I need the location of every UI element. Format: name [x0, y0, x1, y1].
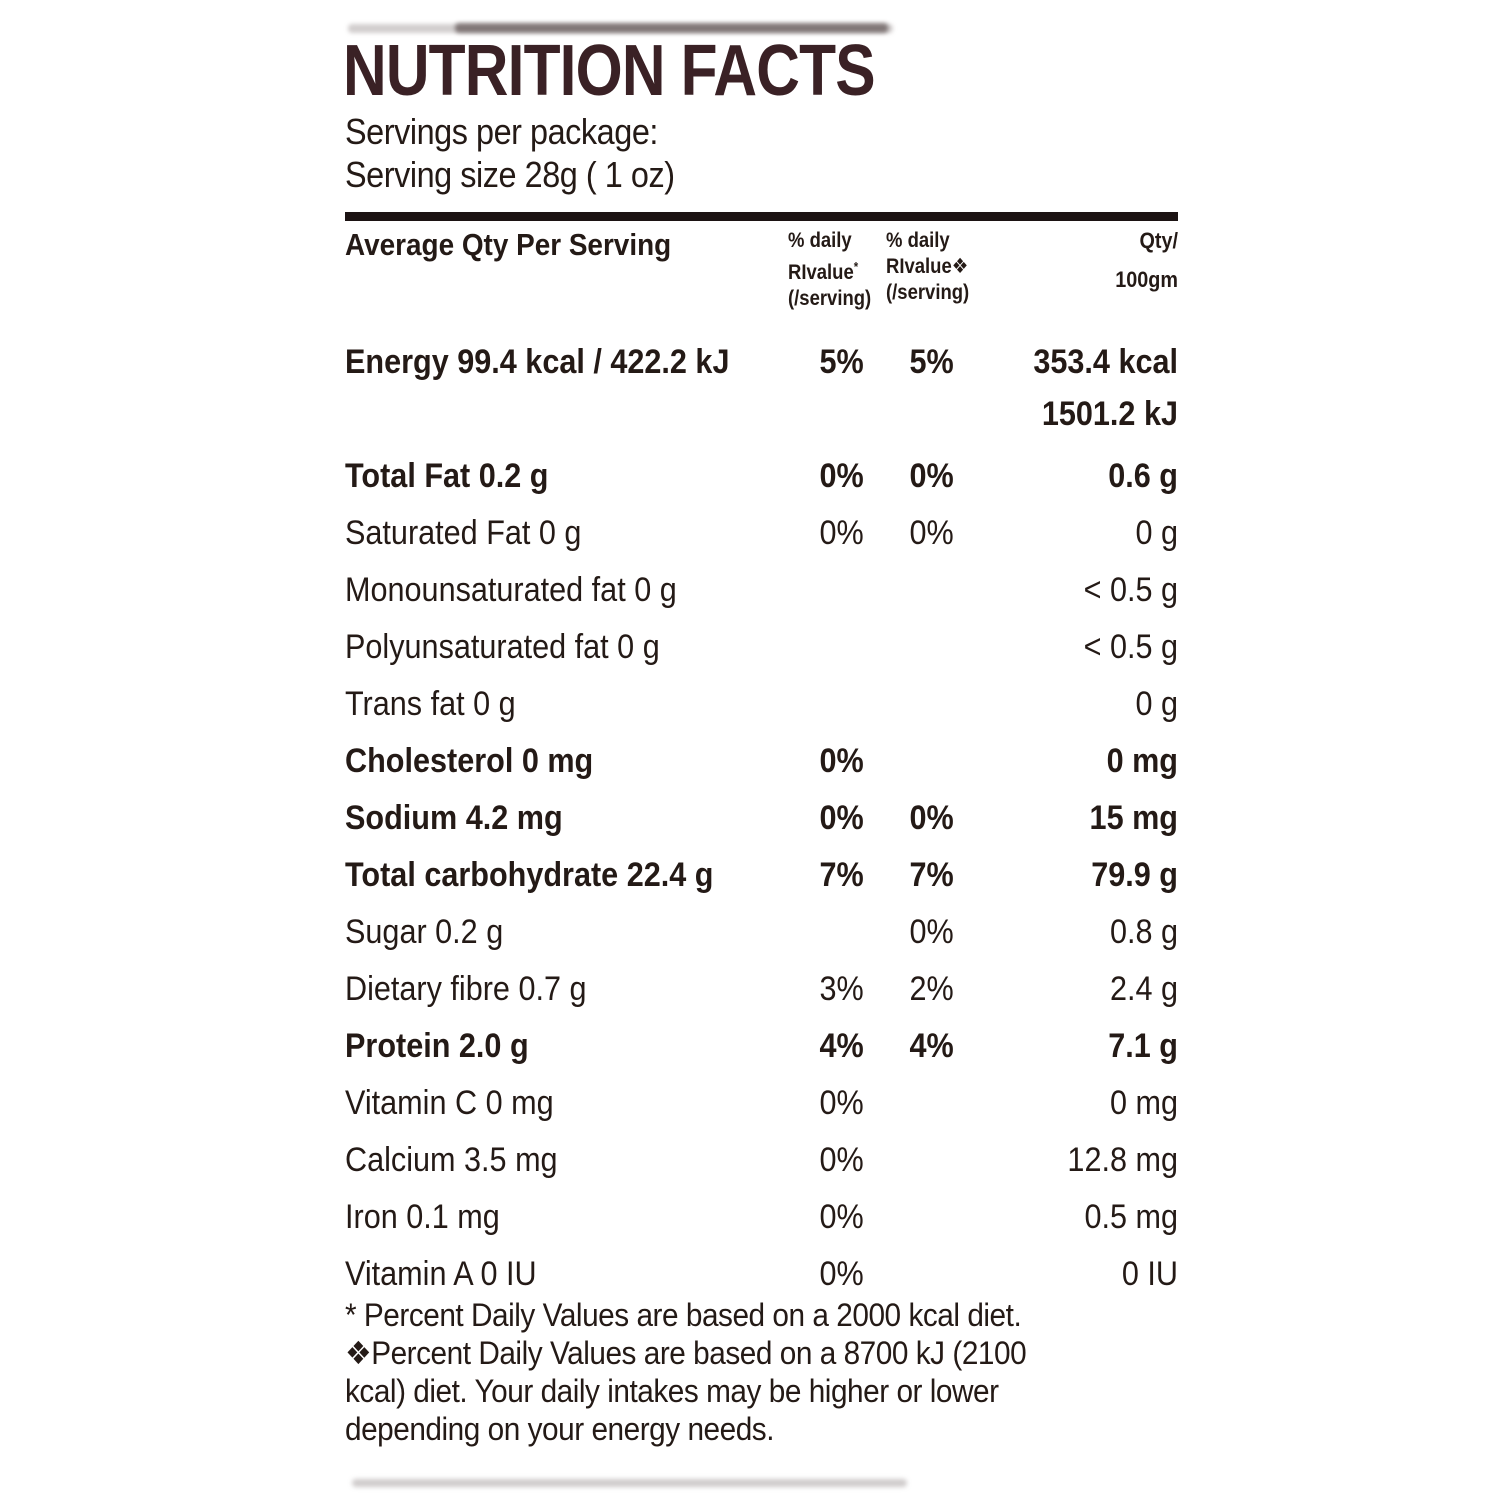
qty-per-100g: 353.4 kcal: [1033, 343, 1178, 381]
qty-per-100g: 79.9 g: [1091, 856, 1178, 894]
dv-percent-1: 0%: [819, 799, 865, 837]
qty-per-100g: 0.6 g: [1108, 457, 1178, 495]
footnote-line: * Percent Daily Values are based on a 20…: [345, 1297, 1022, 1333]
footnote-line: ❖Percent Daily Values are based on a 870…: [345, 1335, 1027, 1371]
nutrient-row: Total Fat 0.2 g 0% 0% 0.6 g: [345, 456, 1178, 496]
qty-per-100g: 0 g: [1135, 685, 1178, 723]
nutrient-row: Dietary fibre 0.7 g 3% 2% 2.4 g: [345, 969, 1178, 1009]
qty-per-100g: 0.8 g: [1109, 913, 1178, 951]
qty-per-100g: 15 mg: [1089, 799, 1178, 837]
nutrient-row: Vitamin C 0 mg 0% 0 mg: [345, 1083, 1178, 1123]
footnote-line: kcal) diet. Your daily intakes may be hi…: [345, 1373, 999, 1409]
nutrition-table: Average Qty Per Serving % daily RIvalue*…: [345, 212, 1178, 1311]
nutrient-row: Vitamin A 0 IU 0% 0 IU: [345, 1254, 1178, 1294]
nutrient-name: Saturated Fat 0 g: [345, 514, 582, 552]
dv-percent-2: 0%: [909, 457, 955, 495]
nutrient-name: Sodium 4.2 mg: [345, 799, 563, 837]
table-header: Average Qty Per Serving % daily RIvalue*…: [345, 228, 1178, 312]
nutrient-name: Iron 0.1 mg: [345, 1198, 500, 1236]
nutrient-row: Total carbohydrate 22.4 g 7% 7% 79.9 g: [345, 855, 1178, 895]
bottom-crop-artifact: [352, 1479, 907, 1487]
qty-per-100g: 0 IU: [1121, 1255, 1178, 1293]
column-header-dv2: % daily RIvalue❖ (/serving): [886, 229, 970, 304]
top-crop-artifact-dark: [455, 23, 888, 33]
dv-percent-1: 7%: [819, 856, 865, 894]
nutrient-row: Saturated Fat 0 g 0% 0% 0 g: [345, 513, 1178, 553]
column-header-serving: Average Qty Per Serving: [345, 227, 672, 262]
qty-per-100g: 0.5 mg: [1084, 1198, 1178, 1236]
diamond-symbol: ❖: [951, 255, 969, 278]
nutrient-row: Energy 99.4 kcal / 422.2 kJ 5% 5% 353.4 …: [345, 342, 1178, 434]
nutrient-name: Vitamin A 0 IU: [345, 1255, 537, 1293]
qty-per-100g: < 0.5 g: [1083, 571, 1178, 609]
nutrient-row: Sodium 4.2 mg 0% 0% 15 mg: [345, 798, 1178, 838]
nutrient-name: Sugar 0.2 g: [345, 913, 504, 951]
nutrient-name: Total carbohydrate 22.4 g: [345, 856, 714, 894]
page-title: NUTRITION FACTS: [343, 31, 876, 111]
nutrient-name: Cholesterol 0 mg: [345, 742, 594, 780]
nutrient-row: Monounsaturated fat 0 g < 0.5 g: [345, 570, 1178, 610]
asterisk-symbol: *: [853, 259, 859, 274]
dv-percent-2: 0%: [909, 514, 955, 552]
footnote-line: depending on your energy needs.: [345, 1411, 775, 1447]
nutrient-name: Calcium 3.5 mg: [345, 1141, 558, 1179]
dv-percent-1: 0%: [819, 514, 865, 552]
qty-per-100g: 12.8 mg: [1067, 1141, 1178, 1179]
nutrient-name: Dietary fibre 0.7 g: [345, 970, 587, 1008]
nutrient-table-body: Energy 99.4 kcal / 422.2 kJ 5% 5% 353.4 …: [345, 342, 1178, 1294]
dv-percent-1: 0%: [819, 742, 865, 780]
table-top-rule: [345, 212, 1178, 221]
nutrient-name: Total Fat 0.2 g: [345, 457, 549, 495]
footnotes: * Percent Daily Values are based on a 20…: [345, 1296, 1190, 1448]
dv-percent-2: 7%: [909, 856, 955, 894]
dv-percent-1: 5%: [819, 343, 865, 381]
dv-percent-2: 2%: [909, 970, 955, 1008]
nutrient-name: Energy 99.4 kcal / 422.2 kJ: [345, 343, 730, 381]
nutrient-row: Trans fat 0 g 0 g: [345, 684, 1178, 724]
dv-percent-1: 0%: [819, 1141, 865, 1179]
qty-per-100g: 0 mg: [1106, 742, 1178, 780]
nutrient-name: Monounsaturated fat 0 g: [345, 571, 677, 609]
dv-percent-2: 4%: [909, 1027, 955, 1065]
dv-percent-1: 3%: [819, 970, 865, 1008]
dv-percent-2: 0%: [909, 913, 955, 951]
dv-percent-1: 0%: [819, 457, 865, 495]
dv-percent-1: 0%: [819, 1255, 865, 1293]
qty-per-100g: < 0.5 g: [1083, 628, 1178, 666]
column-header-qty: Qty/ 100gm: [1115, 228, 1178, 292]
nutrient-row: Polyunsaturated fat 0 g < 0.5 g: [345, 627, 1178, 667]
nutrient-name: Protein 2.0 g: [345, 1027, 529, 1065]
dv-percent-2: 0%: [909, 799, 955, 837]
nutrient-row: Iron 0.1 mg 0% 0.5 mg: [345, 1197, 1178, 1237]
servings-per-package: Servings per package:: [345, 111, 658, 152]
nutrient-row: Cholesterol 0 mg 0% 0 mg: [345, 741, 1178, 781]
nutrient-name: Trans fat 0 g: [345, 685, 516, 723]
qty-per-100g: 0 g: [1135, 514, 1178, 552]
qty-per-100g: 7.1 g: [1108, 1027, 1178, 1065]
qty-per-100g: 0 mg: [1109, 1084, 1178, 1122]
nutrient-row: Protein 2.0 g 4% 4% 7.1 g: [345, 1026, 1178, 1066]
serving-info: Servings per package: Serving size 28g (…: [345, 110, 711, 196]
nutrient-name: Polyunsaturated fat 0 g: [345, 628, 660, 666]
qty-per-100g: 2.4 g: [1109, 970, 1178, 1008]
nutrient-row: Calcium 3.5 mg 0% 12.8 mg: [345, 1140, 1178, 1180]
dv-percent-1: 0%: [819, 1084, 865, 1122]
column-header-dv1: % daily RIvalue* (/serving): [788, 229, 872, 310]
nutrient-row: Sugar 0.2 g 0% 0.8 g: [345, 912, 1178, 952]
qty-per-100g-line2: 1501.2 kJ: [1041, 395, 1178, 433]
dv-percent-1: 4%: [819, 1027, 865, 1065]
dv-percent-2: 5%: [909, 343, 955, 381]
dv-percent-1: 0%: [819, 1198, 865, 1236]
nutrient-name: Vitamin C 0 mg: [345, 1084, 554, 1122]
serving-size: Serving size 28g ( 1 oz): [345, 154, 675, 195]
